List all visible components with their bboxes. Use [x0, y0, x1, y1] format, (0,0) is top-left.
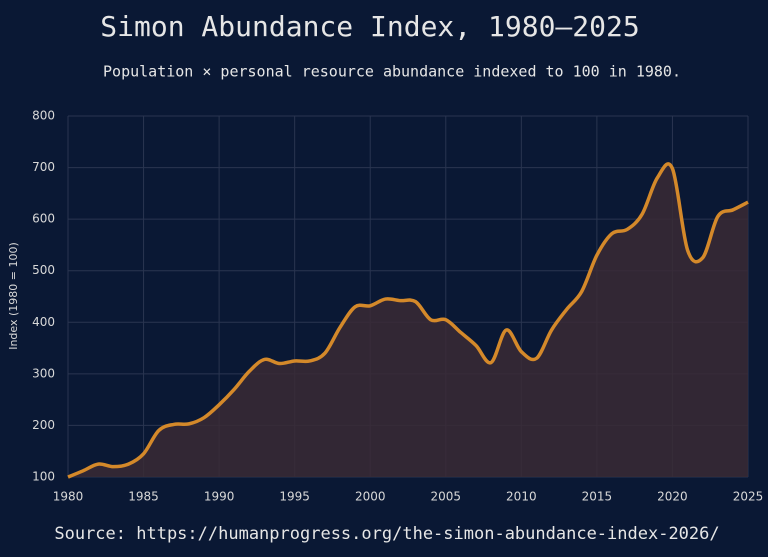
y-tick-label: 100	[32, 470, 55, 484]
x-tick-label: 1990	[204, 490, 235, 504]
x-tick-label: 1985	[128, 490, 159, 504]
x-tick-label: 2015	[582, 490, 613, 504]
line	[67, 162, 749, 479]
plot-area	[67, 162, 749, 479]
x-tick-label: 2025	[733, 490, 764, 504]
source-note: Source: https://humanprogress.org/the-si…	[54, 524, 719, 544]
x-tick-label: 2000	[355, 490, 386, 504]
y-tick-label: 600	[32, 212, 55, 226]
x-tick-label: 2020	[657, 490, 688, 504]
y-tick-label: 400	[32, 315, 55, 329]
y-tick-label: 500	[32, 263, 55, 277]
y-tick-label: 800	[32, 109, 55, 123]
x-tick-label: 1995	[279, 490, 310, 504]
y-tick-label: 300	[32, 366, 55, 380]
y-axis-label: Index (1980 = 100)	[7, 242, 20, 350]
y-tick-label: 200	[32, 418, 55, 432]
chart-title: Simon Abundance Index, 1980–2025	[100, 10, 639, 43]
chart-subtitle: Population × personal resource abundance…	[103, 63, 681, 81]
x-tick-label: 1980	[53, 490, 84, 504]
x-tick-label: 2010	[506, 490, 537, 504]
y-tick-label: 700	[32, 160, 55, 174]
area	[68, 163, 748, 478]
x-tick-label: 2005	[431, 490, 462, 504]
